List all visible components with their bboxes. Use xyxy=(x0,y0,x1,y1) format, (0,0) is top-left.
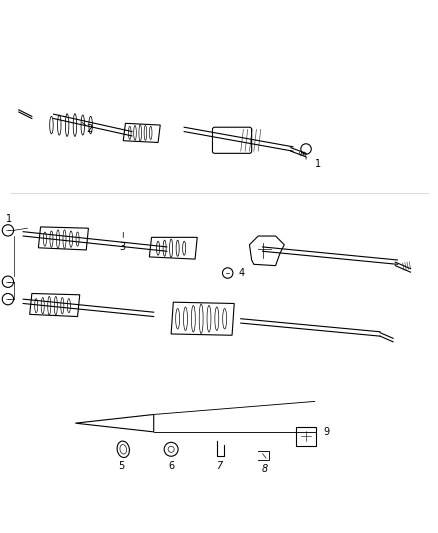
Text: 3: 3 xyxy=(119,242,125,252)
Text: 4: 4 xyxy=(239,268,245,278)
Text: 8: 8 xyxy=(261,464,268,474)
Text: 1: 1 xyxy=(6,214,12,224)
Text: 9: 9 xyxy=(323,427,329,437)
Text: 7: 7 xyxy=(216,461,222,471)
Text: 6: 6 xyxy=(168,461,174,471)
Text: 1: 1 xyxy=(315,159,321,169)
Text: 2: 2 xyxy=(86,124,92,134)
Text: 5: 5 xyxy=(118,461,124,471)
